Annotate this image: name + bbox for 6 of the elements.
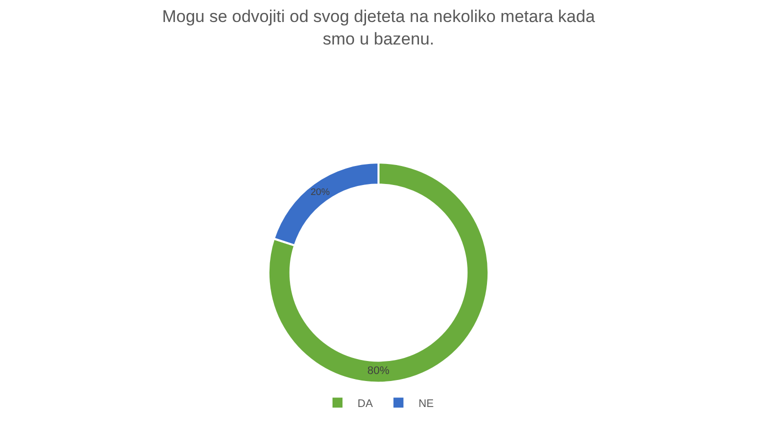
data-label: 80% [367,364,390,377]
legend-label: NE [418,398,434,410]
legend-label: DA [358,398,374,410]
data-label: 20% [310,187,330,198]
chart-title: Mogu se odvojiti od svog djeteta na nekoliko metara kada smo u bazenu. [162,7,596,48]
donut-slice [268,162,490,384]
